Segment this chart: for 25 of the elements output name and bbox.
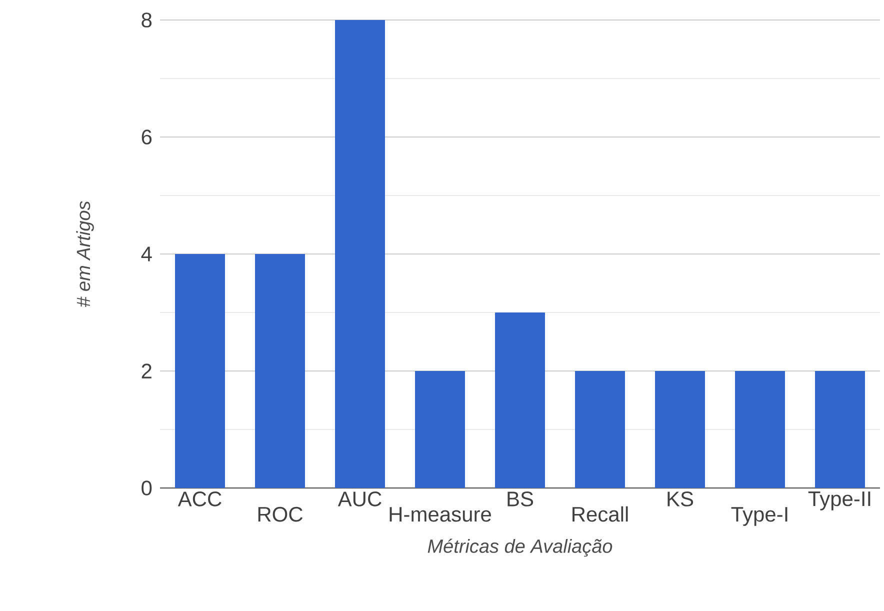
bar (335, 20, 385, 488)
y-tick-label: 8 (142, 12, 152, 28)
y-axis-title: # em Artigos (76, 201, 94, 307)
bar (654, 371, 705, 488)
y-tick-label: 4 (141, 246, 152, 262)
y-tick-label: 6 (142, 130, 152, 144)
bar (494, 312, 545, 488)
x-tick-label: Type-II (808, 492, 870, 510)
x-tick-label: ACC (178, 492, 222, 506)
y-tick-label: 0 (142, 480, 152, 496)
x-tick-label: H-measure (390, 507, 491, 522)
bar (255, 254, 305, 488)
bar (734, 371, 785, 488)
x-tick-label: BS (508, 492, 534, 506)
x-axis-title: Métricas de Avaliação (428, 538, 612, 557)
bar (175, 254, 225, 488)
bar (415, 371, 465, 488)
bar (814, 371, 865, 488)
x-tick-label: KS (668, 492, 694, 506)
bar (575, 371, 625, 488)
x-tick-label: AUC (338, 492, 382, 506)
x-tick-label: Type-I (731, 507, 788, 526)
x-tick-label: Recall (572, 506, 628, 522)
x-tick-label: ROC (258, 506, 303, 522)
y-tick-label: 2 (142, 364, 152, 378)
